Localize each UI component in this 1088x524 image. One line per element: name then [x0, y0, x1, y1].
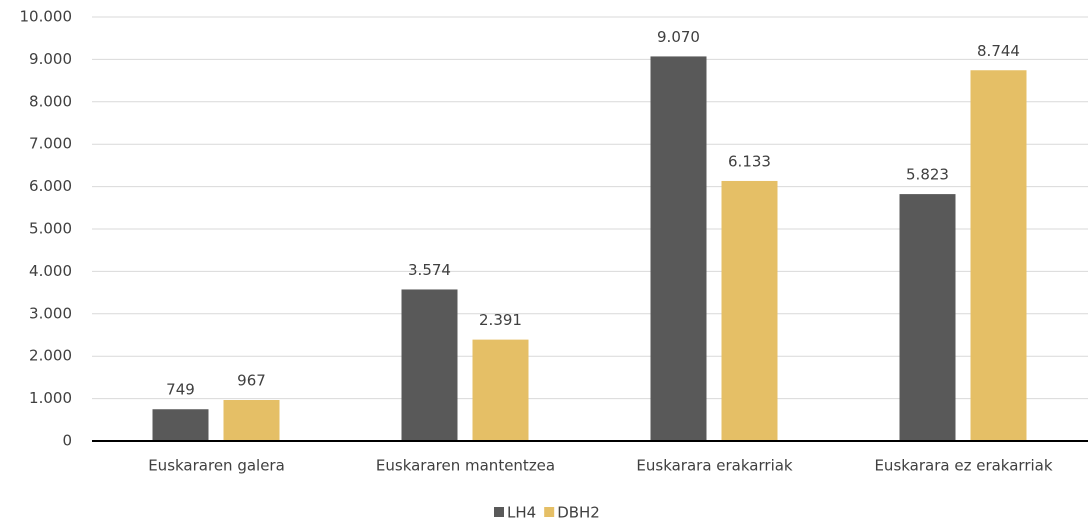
- bar: [223, 399, 280, 441]
- data-label: 3.574: [408, 261, 451, 279]
- x-tick-label: Euskararen mantentzea: [376, 457, 555, 475]
- x-tick-label: Euskarara ez erakarriak: [874, 457, 1052, 475]
- y-tick-label: 5.000: [29, 220, 72, 238]
- data-label: 967: [237, 371, 266, 389]
- bar: [401, 289, 458, 441]
- data-label: 9.070: [657, 28, 700, 46]
- y-tick-label: 3.000: [29, 304, 72, 322]
- data-label: 749: [166, 381, 195, 399]
- bar: [472, 339, 529, 441]
- y-tick-label: 1.000: [29, 389, 72, 407]
- legend-label: DBH2: [557, 504, 600, 522]
- y-tick-label: 10.000: [20, 8, 73, 26]
- x-tick-label: Euskararen galera: [148, 457, 285, 475]
- y-tick-label: 2.000: [29, 347, 72, 365]
- bar: [650, 56, 707, 441]
- y-tick-label: 0: [62, 432, 72, 450]
- y-tick-label: 6.000: [29, 177, 72, 195]
- bar: [152, 409, 209, 441]
- data-label: 6.133: [728, 152, 771, 170]
- data-label: 2.391: [479, 311, 522, 329]
- y-tick-label: 8.000: [29, 92, 72, 110]
- bar: [721, 180, 778, 441]
- legend-swatch: [544, 507, 555, 517]
- data-label: 5.823: [906, 166, 949, 184]
- y-tick-label: 4.000: [29, 262, 72, 280]
- data-label: 8.744: [977, 42, 1020, 60]
- x-tick-label: Euskarara erakarriak: [636, 457, 793, 475]
- bar: [970, 70, 1027, 442]
- bar: [899, 194, 956, 441]
- legend-swatch: [494, 507, 504, 517]
- y-tick-label: 7.000: [29, 135, 72, 153]
- y-tick-label: 9.000: [29, 50, 72, 68]
- legend-label: LH4: [507, 504, 536, 522]
